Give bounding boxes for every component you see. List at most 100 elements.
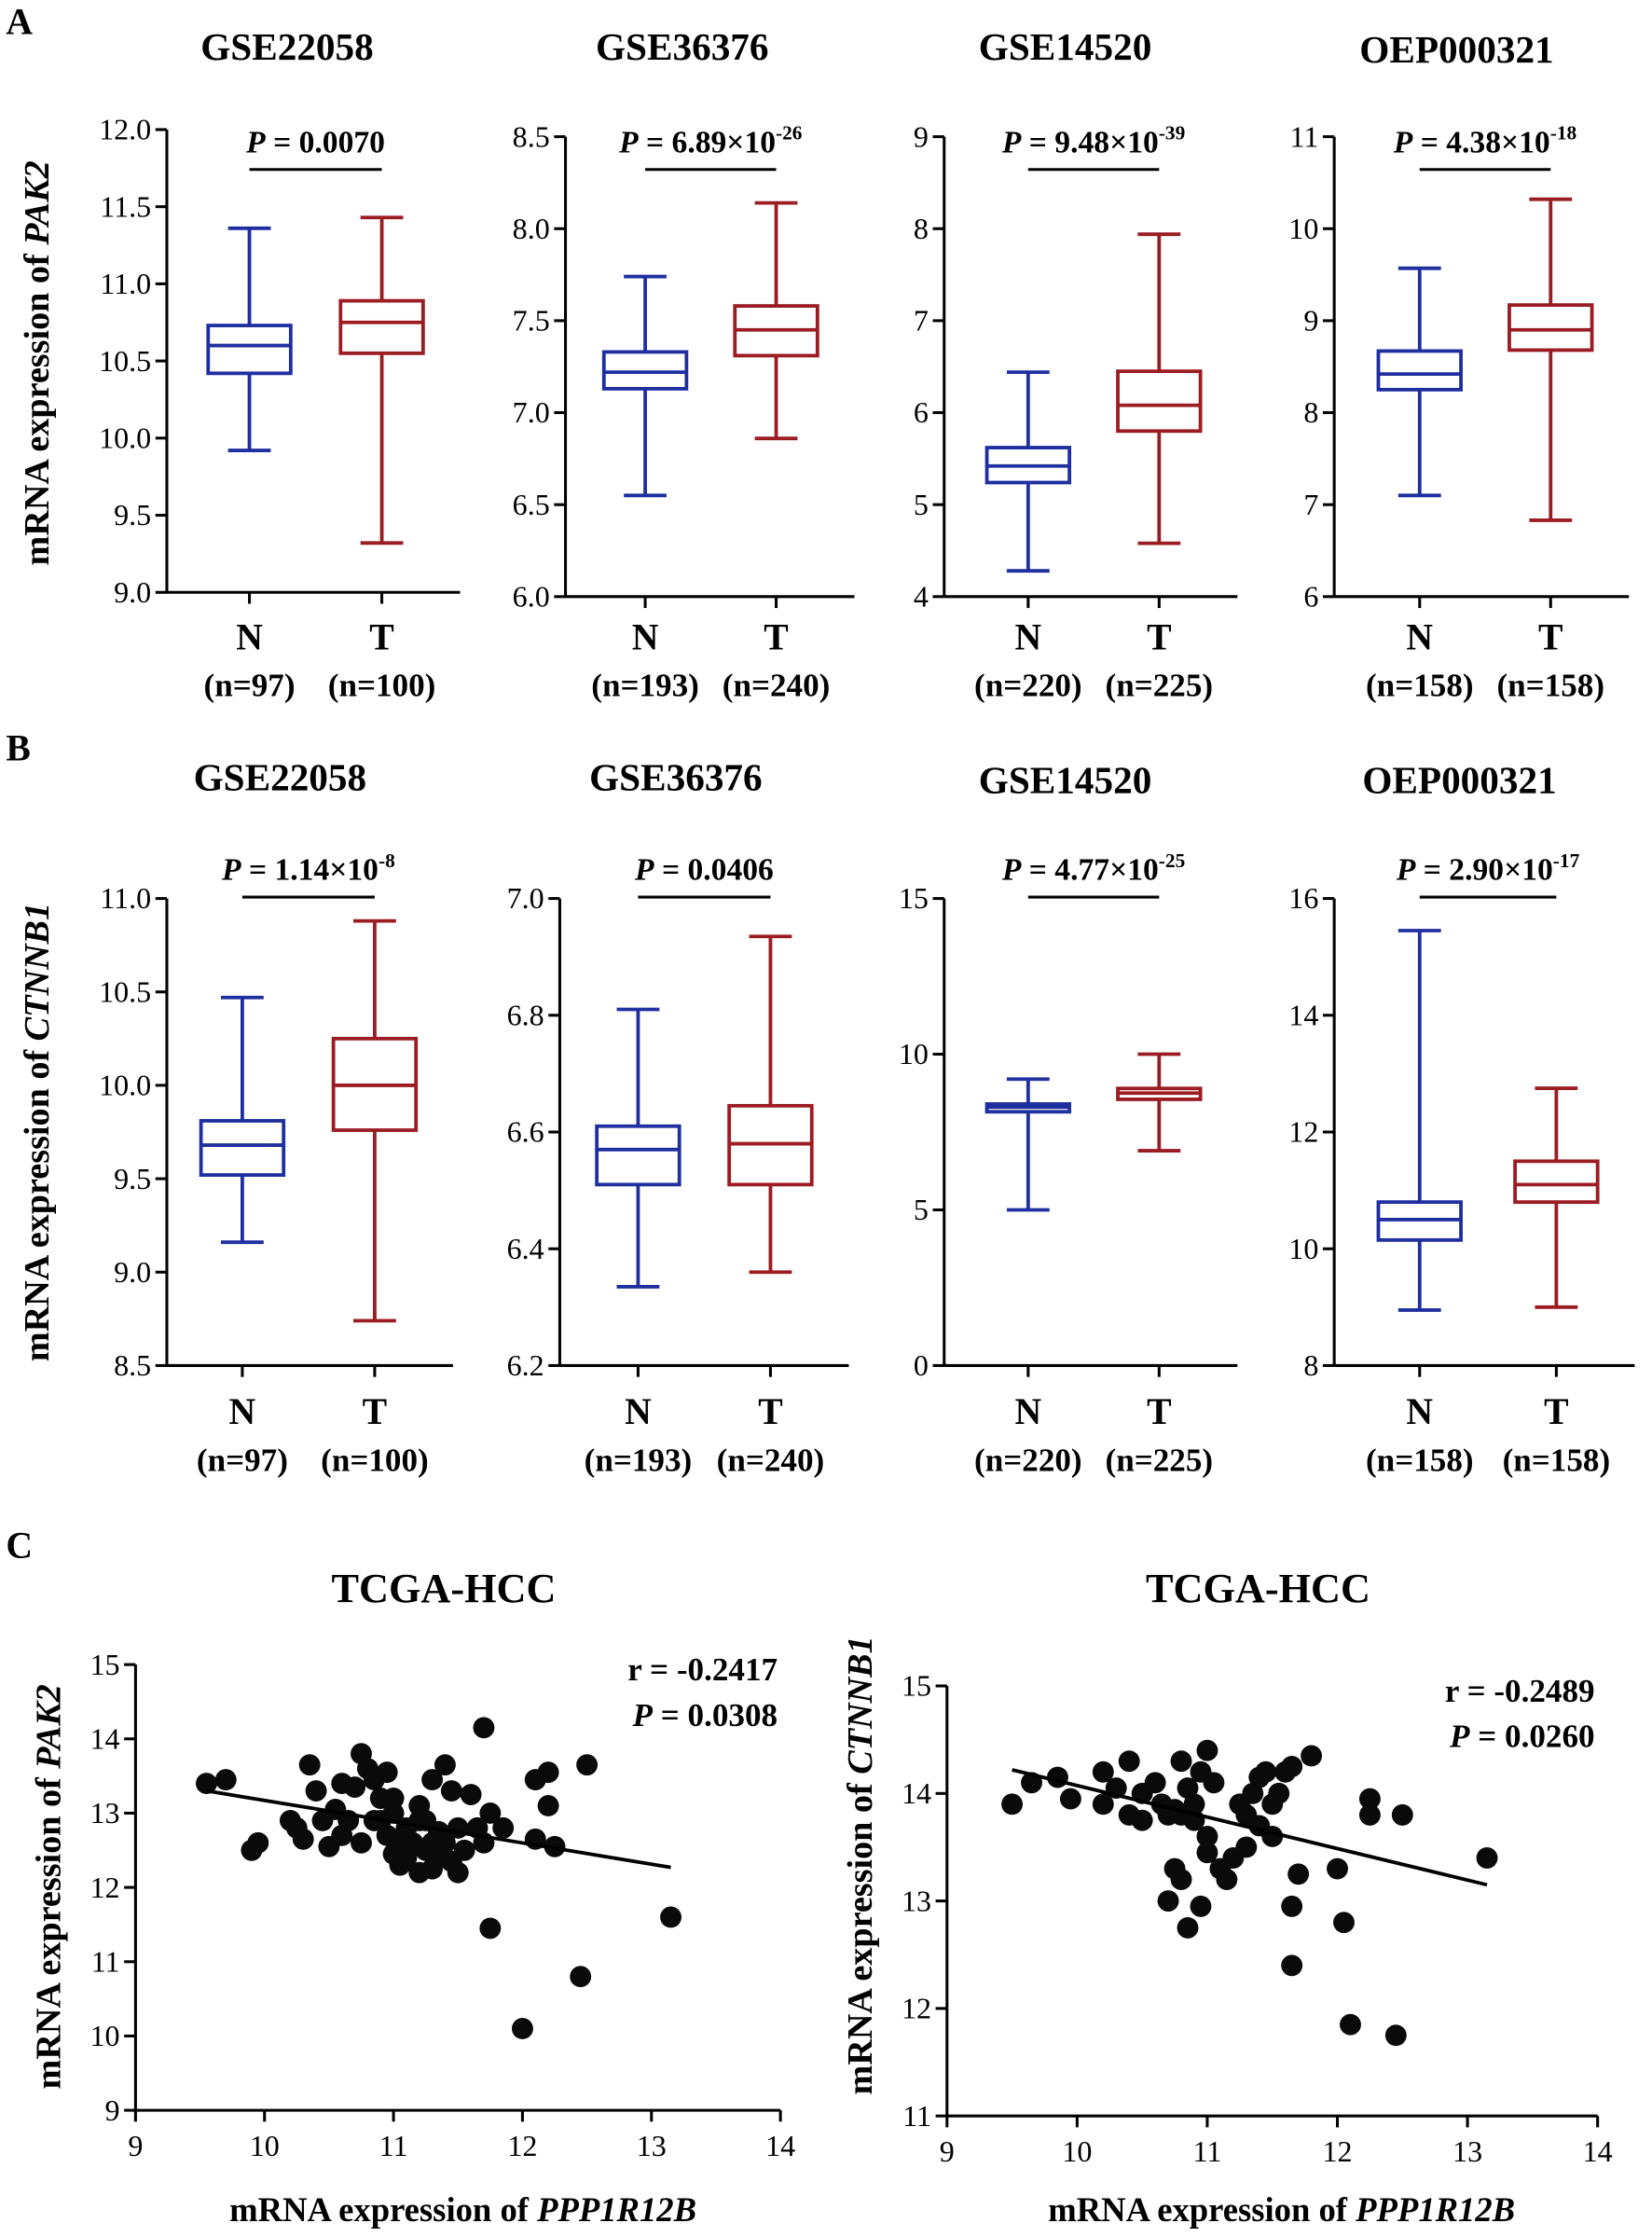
y-tick-label: 15 — [902, 1669, 931, 1703]
y-tick-label: 10 — [899, 1037, 929, 1070]
data-point — [292, 1828, 314, 1850]
y-tick-label: 6.4 — [507, 1232, 544, 1265]
y-tick-label: 7.5 — [513, 304, 550, 338]
y-tick-label: 10 — [1288, 212, 1318, 245]
panel-a-ylabel: mRNA expression of PAK2 — [18, 160, 57, 565]
x-tick-label: 9 — [940, 2134, 955, 2168]
data-point — [1476, 1847, 1498, 1869]
data-point — [1118, 1750, 1140, 1773]
y-tick-label: 6.5 — [513, 488, 550, 521]
chart-title: GSE36376 — [589, 756, 763, 799]
chart-title: GSE36376 — [596, 25, 769, 68]
iqr-box — [1116, 369, 1203, 434]
p-value: = 6.89×10 — [639, 125, 776, 159]
p-value: = 9.48×10 — [1021, 125, 1158, 159]
p-value: = 4.77×10 — [1021, 853, 1158, 888]
group-n-label: (n=240) — [723, 668, 831, 704]
data-point — [1235, 1836, 1258, 1858]
data-point — [1301, 1745, 1323, 1767]
group-n-label: (n=240) — [717, 1442, 825, 1478]
y-tick-label: 8.5 — [513, 119, 550, 153]
group-n-label: (n=158) — [1503, 1442, 1611, 1478]
group-label: N — [1015, 616, 1042, 657]
data-point — [1170, 1869, 1192, 1891]
p-value: = 1.14×10 — [241, 853, 379, 888]
y-tick-label: 7.0 — [513, 395, 550, 429]
y-tick-label: 6.6 — [507, 1115, 544, 1149]
data-point — [421, 1769, 444, 1791]
p-value-label: P = 1.14×10-8 — [221, 849, 395, 888]
p-symbol: P — [1393, 125, 1413, 159]
y-tick-label: 14 — [902, 1776, 931, 1810]
iqr-box — [1507, 303, 1594, 352]
y-tick-label: 11.0 — [100, 881, 151, 915]
p-value-label: P = 6.89×10-26 — [618, 122, 803, 160]
x-tick-label: 10 — [1062, 2134, 1092, 2168]
box-t — [1116, 232, 1203, 545]
y-tick-label: 11 — [91, 1944, 120, 1978]
group-label: T — [1147, 1391, 1171, 1432]
data-point — [1131, 1809, 1153, 1831]
x-tick-label: 11 — [1193, 2134, 1222, 2168]
panel-letter-b: B — [6, 727, 30, 768]
box-t — [331, 918, 419, 1323]
y-tick-label: 10 — [1288, 1232, 1318, 1265]
y-tick-label: 13 — [902, 1884, 931, 1917]
y-tick-label: 10.0 — [99, 1069, 151, 1102]
p-value: = 0.0406 — [654, 853, 774, 888]
group-n-label: (n=158) — [1366, 668, 1474, 704]
y-tick-label: 8.5 — [114, 1348, 151, 1382]
y-tick-label: 8 — [1303, 1348, 1318, 1382]
y-tick-label: 13 — [90, 1796, 120, 1830]
box-n — [199, 995, 286, 1245]
data-point — [1327, 1857, 1348, 1880]
p-exponent: -18 — [1550, 122, 1576, 145]
y-label-gene: CTNNB1 — [841, 1636, 880, 1774]
box-n — [1376, 266, 1463, 498]
p-value-label: P = 9.48×10-39 — [1001, 122, 1185, 160]
x-axis-label: mRNA expression of PPP1R12B — [1048, 2190, 1515, 2229]
group-label: N — [1406, 616, 1433, 657]
group-n-label: (n=158) — [1496, 668, 1604, 704]
p-value: = 0.0260 — [1469, 1719, 1594, 1755]
group-label: N — [632, 616, 659, 657]
iqr-box — [338, 298, 425, 355]
regression-line — [1012, 1768, 1488, 1887]
regression-line — [206, 1788, 671, 1870]
p-value: = 0.0308 — [653, 1697, 778, 1733]
p-symbol: P — [634, 853, 654, 888]
data-point — [382, 1802, 405, 1824]
data-point — [537, 1795, 559, 1816]
data-point — [1144, 1772, 1166, 1794]
p-value-label: P = 2.90×10-17 — [1396, 849, 1580, 888]
data-point — [1196, 1842, 1218, 1864]
data-point — [1384, 2024, 1407, 2047]
group-label: T — [1147, 616, 1171, 657]
y-tick-label: 10.5 — [99, 344, 151, 378]
data-point — [660, 1906, 681, 1928]
box-t — [1507, 197, 1594, 522]
y-tick-label: 14 — [90, 1721, 120, 1755]
x-tick-label: 10 — [250, 2129, 280, 2162]
data-point — [479, 1802, 502, 1824]
data-point — [576, 1754, 599, 1776]
data-point — [1196, 1825, 1218, 1847]
boxplot-b-gse36376: GSE36376 6.2 6.4 6.6 6.8 7.0 P = 0.0406 N (n=193… — [507, 756, 849, 1478]
x-label-prefix: mRNA expression of — [229, 2190, 537, 2229]
y-tick-label: 9.0 — [114, 1255, 151, 1289]
y-label-gene: PAK2 — [29, 1684, 68, 1769]
group-label: N — [1406, 1391, 1433, 1432]
data-point — [1092, 1761, 1114, 1783]
iqr-box — [601, 350, 689, 391]
p-value-label: P = 4.38×10-18 — [1393, 122, 1576, 160]
y-tick-label: 12.0 — [99, 113, 151, 146]
y-label-prefix: mRNA expression of — [841, 1774, 880, 2095]
data-point — [376, 1761, 398, 1784]
p-symbol: P — [221, 853, 241, 888]
data-point — [479, 1917, 502, 1940]
data-point — [1333, 1912, 1355, 1934]
group-n-label: (n=220) — [974, 1442, 1082, 1478]
box-t — [1513, 1086, 1600, 1309]
iqr-box — [1513, 1159, 1600, 1205]
